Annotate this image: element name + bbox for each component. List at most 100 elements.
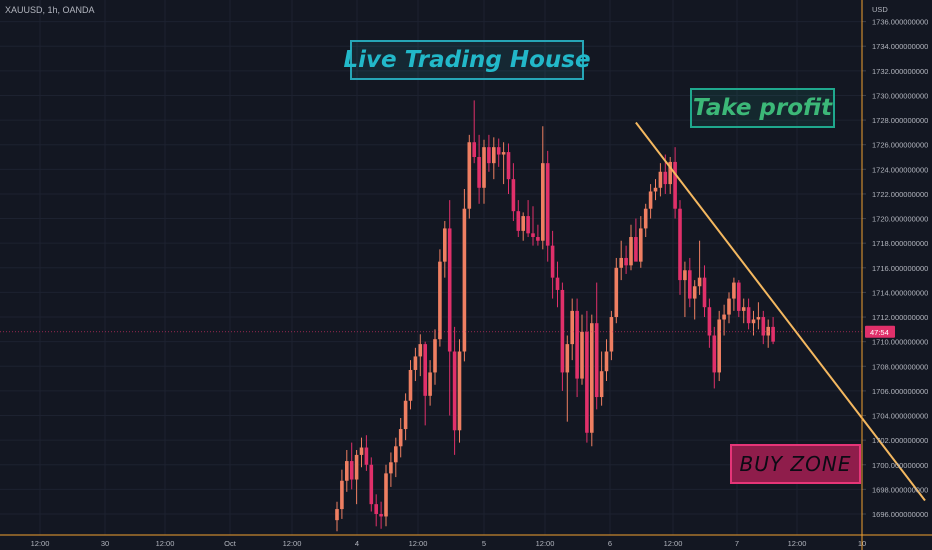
time-tick-label: 5 [482, 539, 486, 548]
candle-body [398, 429, 403, 447]
candle-body [653, 187, 658, 192]
time-tick-label: 12:00 [409, 539, 428, 548]
candle-body [663, 171, 668, 185]
trendline [635, 121, 926, 502]
candle-body [408, 369, 413, 401]
candle-body [349, 461, 354, 480]
candle-body [472, 142, 476, 158]
candle-body [614, 267, 619, 318]
candle [359, 437, 364, 468]
candle-body [766, 326, 770, 336]
candle-body [457, 351, 462, 431]
candle-body [413, 356, 418, 370]
candle [443, 221, 447, 278]
candle-body [403, 400, 408, 430]
candle-body [496, 147, 501, 155]
price-tick-label: 1700.000000000 [872, 461, 928, 470]
candle [398, 417, 403, 458]
candle-body [526, 216, 530, 234]
candle-body [634, 237, 638, 262]
candle [345, 449, 349, 492]
candle-body [604, 351, 609, 372]
candle-body [428, 372, 432, 396]
candle [702, 265, 707, 318]
candle-body [359, 447, 364, 455]
candle [673, 147, 677, 219]
candle-body [511, 179, 516, 212]
candle-body [722, 314, 726, 320]
candle-body [560, 289, 565, 373]
candle [585, 310, 589, 443]
candle-body [550, 245, 555, 278]
candle-body [727, 298, 731, 315]
candle [599, 351, 604, 406]
candle-body [732, 282, 736, 299]
candle-body [648, 191, 653, 209]
current-price-badge [865, 325, 895, 338]
price-tick-label: 1698.000000000 [872, 485, 928, 494]
candle [394, 437, 398, 478]
candle-body [389, 462, 393, 474]
candle [389, 452, 393, 487]
candles [335, 100, 775, 532]
candle [428, 360, 432, 406]
candle-body [443, 228, 447, 262]
candle-body [678, 208, 682, 281]
candle [492, 137, 496, 180]
candle-body [751, 319, 756, 324]
candle-body [531, 233, 535, 238]
candle [413, 347, 418, 382]
candle [707, 298, 712, 348]
candle-body [482, 147, 486, 188]
candle [624, 245, 628, 274]
candle [335, 501, 339, 532]
candle-body [541, 163, 545, 241]
time-tick-label: 4 [355, 539, 359, 548]
candle [433, 329, 437, 385]
price-tick-label: 1716.000000000 [872, 264, 928, 273]
candle [678, 200, 682, 295]
candle-body [599, 371, 604, 398]
candle [604, 339, 609, 382]
candle [477, 134, 481, 204]
candle-body [692, 286, 697, 299]
price-tick-label: 1718.000000000 [872, 239, 928, 248]
countdown-label: 47:54 [870, 328, 889, 337]
time-tick-label: 30 [101, 539, 109, 548]
candle [668, 157, 672, 194]
price-tick-label: 1710.000000000 [872, 338, 928, 347]
price-tick-label: 1736.000000000 [872, 18, 928, 27]
candle-body [545, 163, 550, 246]
candle [580, 314, 584, 385]
candle-body [379, 514, 383, 517]
candle [369, 457, 374, 512]
candle [487, 134, 491, 172]
drawings [0, 121, 926, 502]
price-tick-label: 1708.000000000 [872, 362, 928, 371]
candle-body [369, 464, 374, 505]
candle [634, 218, 638, 262]
candle [384, 464, 388, 527]
candle-body [345, 461, 349, 481]
candle [374, 494, 378, 527]
candle-body [555, 277, 560, 290]
candle-body [702, 277, 707, 308]
candle [732, 277, 736, 311]
price-tick-label: 1722.000000000 [872, 190, 928, 199]
candle-body [590, 323, 594, 433]
candle [629, 224, 633, 271]
candle-body [697, 277, 702, 287]
candle [712, 326, 717, 389]
candle-body [639, 228, 643, 262]
candle [594, 282, 599, 410]
candle [447, 200, 452, 416]
candle [408, 360, 413, 410]
candle-body [462, 208, 467, 352]
candle [741, 298, 746, 324]
candle-body [536, 237, 540, 241]
candle [643, 203, 648, 238]
candle-body [756, 317, 761, 320]
